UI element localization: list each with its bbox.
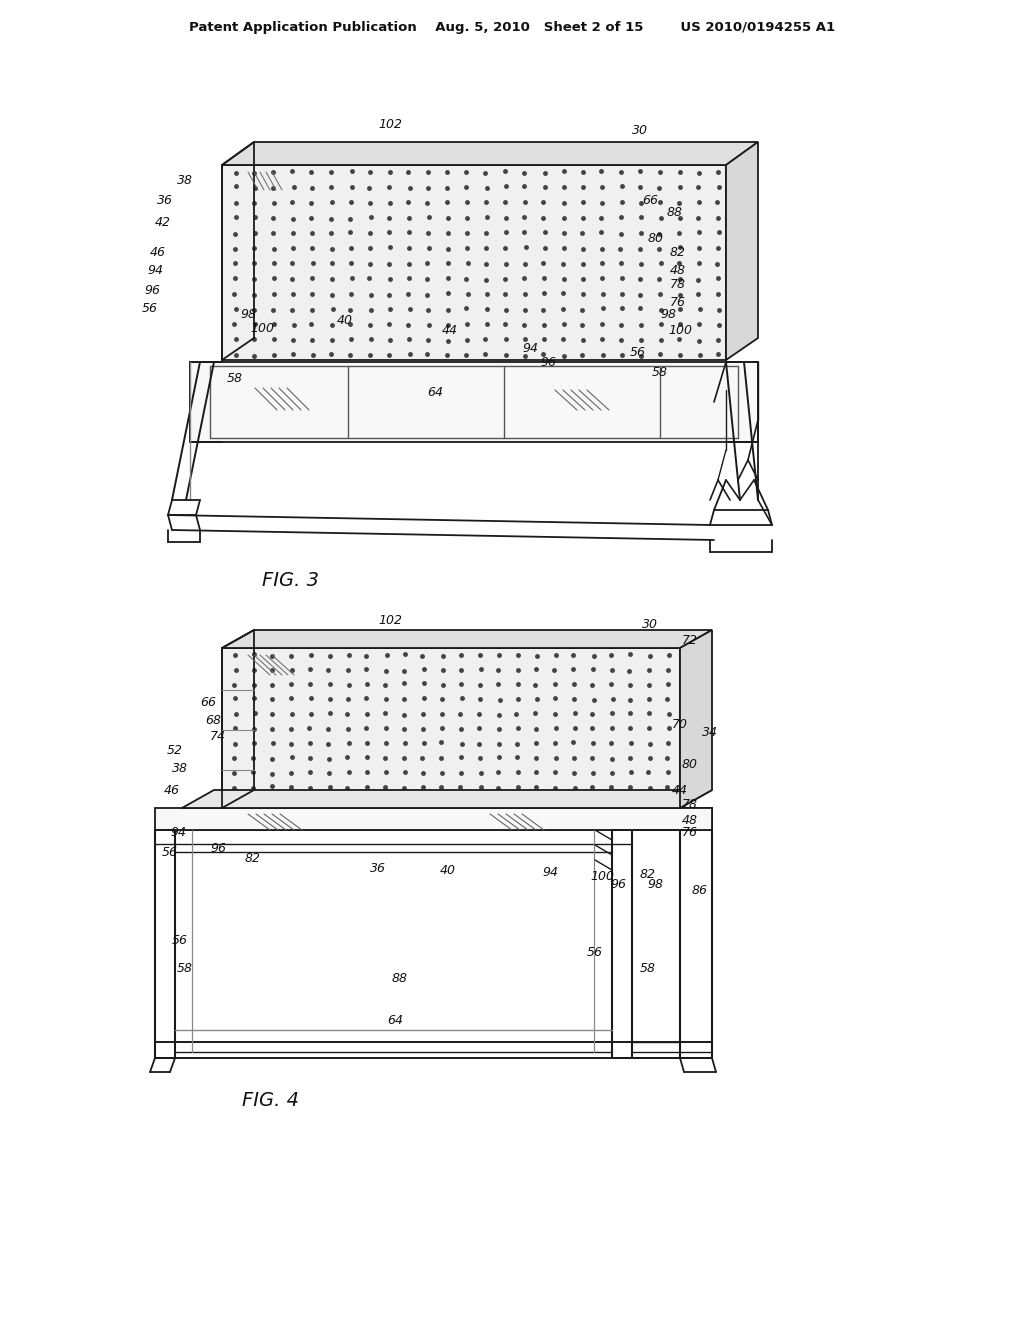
Polygon shape [155,808,712,830]
Text: 68: 68 [205,714,221,726]
Text: 94: 94 [170,825,186,838]
Text: FIG. 3: FIG. 3 [261,570,318,590]
Text: 58: 58 [227,371,243,384]
Text: 38: 38 [172,762,188,775]
Text: 96: 96 [610,879,626,891]
Polygon shape [726,143,758,360]
Polygon shape [222,165,726,360]
Text: 98: 98 [240,309,256,322]
Text: 94: 94 [147,264,163,276]
Text: 96: 96 [540,355,556,368]
Text: 78: 78 [670,279,686,292]
Text: 82: 82 [640,869,656,882]
Text: 46: 46 [164,784,180,796]
Text: 58: 58 [177,961,193,974]
Text: 100: 100 [250,322,274,334]
Text: 96: 96 [144,284,160,297]
Text: 100: 100 [668,323,692,337]
Text: 58: 58 [640,961,656,974]
Text: 46: 46 [150,246,166,259]
Text: 48: 48 [682,813,698,826]
Text: 56: 56 [630,346,646,359]
Text: 52: 52 [167,743,183,756]
Polygon shape [182,808,712,830]
Text: 56: 56 [162,846,178,858]
Text: 80: 80 [648,231,664,244]
Text: 44: 44 [672,784,688,796]
Text: 96: 96 [210,842,226,854]
Text: 102: 102 [378,614,402,627]
Text: 56: 56 [587,945,603,958]
Text: 102: 102 [378,119,402,132]
Text: 36: 36 [370,862,386,874]
Text: 30: 30 [632,124,648,136]
Polygon shape [182,789,712,808]
Text: 86: 86 [692,883,708,896]
Text: 82: 82 [670,246,686,259]
Text: 76: 76 [670,296,686,309]
Text: 80: 80 [682,759,698,771]
Text: 58: 58 [652,366,668,379]
Text: 88: 88 [392,972,408,985]
Text: 88: 88 [667,206,683,219]
Text: 74: 74 [210,730,226,743]
Text: 56: 56 [172,933,188,946]
Text: 42: 42 [155,215,171,228]
Polygon shape [190,362,758,442]
Text: FIG. 4: FIG. 4 [242,1090,299,1110]
Text: 82: 82 [245,851,261,865]
Text: 56: 56 [142,301,158,314]
Text: 40: 40 [440,863,456,876]
Text: 72: 72 [682,634,698,647]
Text: Patent Application Publication    Aug. 5, 2010   Sheet 2 of 15        US 2010/01: Patent Application Publication Aug. 5, 2… [189,21,835,33]
Text: 94: 94 [522,342,538,355]
Text: 70: 70 [672,718,688,731]
Text: 100: 100 [590,870,614,883]
Text: 64: 64 [427,385,443,399]
Polygon shape [222,143,758,165]
Text: 38: 38 [177,173,193,186]
Text: 40: 40 [337,314,353,326]
Text: 34: 34 [702,726,718,738]
Text: 98: 98 [660,309,676,322]
Text: 66: 66 [642,194,658,206]
Text: 64: 64 [387,1014,403,1027]
Text: 36: 36 [157,194,173,206]
Text: 66: 66 [200,696,216,709]
Text: 78: 78 [682,799,698,812]
Text: 44: 44 [442,323,458,337]
Text: 48: 48 [670,264,686,276]
Text: 30: 30 [642,619,658,631]
Text: 94: 94 [542,866,558,879]
Polygon shape [222,648,680,808]
Text: 76: 76 [682,825,698,838]
Text: 98: 98 [647,879,663,891]
Polygon shape [680,630,712,808]
Polygon shape [222,630,712,648]
